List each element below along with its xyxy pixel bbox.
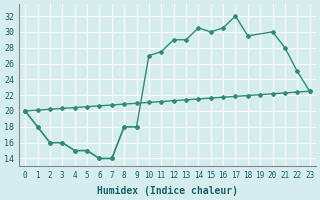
X-axis label: Humidex (Indice chaleur): Humidex (Indice chaleur) [97, 186, 238, 196]
